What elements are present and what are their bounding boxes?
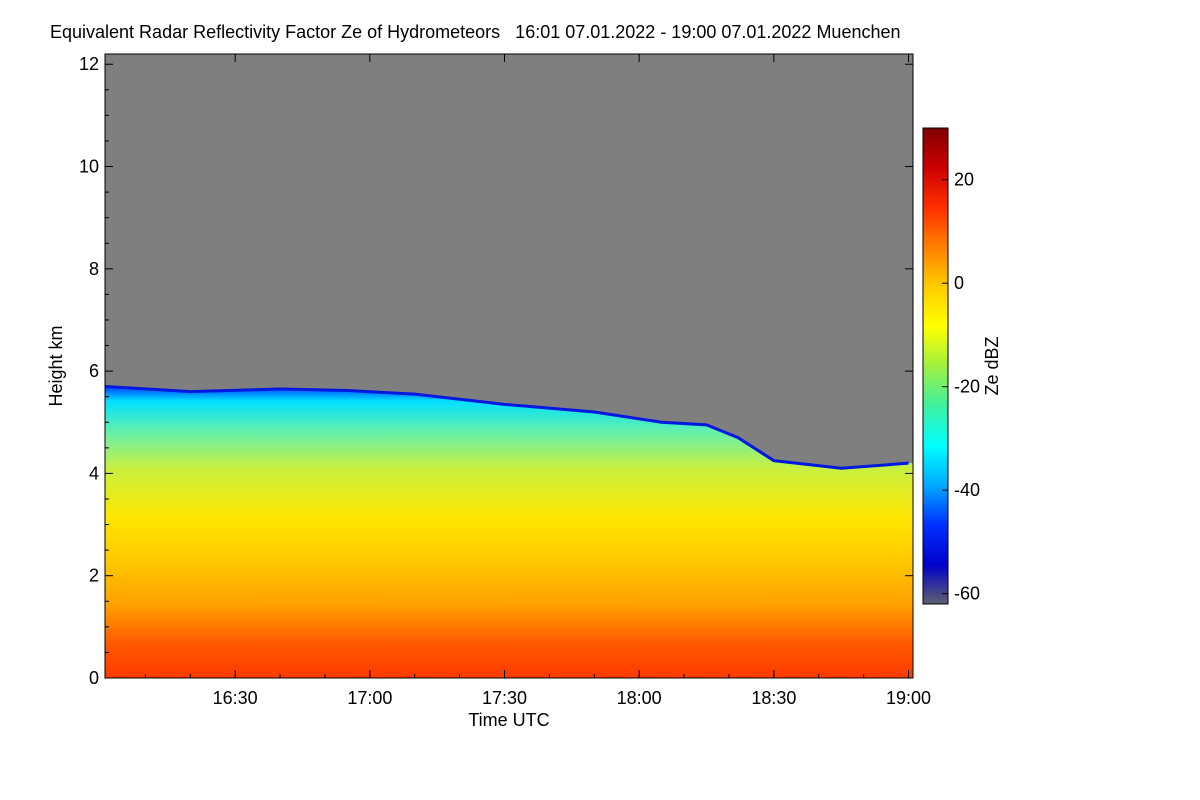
y-axis-label: Height km [46, 325, 66, 406]
y-axis: 0 2 4 6 8 10 12 [79, 54, 913, 688]
y-tick-label: 8 [89, 259, 99, 279]
colorbar-tick-label: -40 [954, 480, 980, 500]
colorbar-tick-label: 0 [954, 273, 964, 293]
x-tick-label: 19:00 [886, 688, 931, 708]
colorbar-tick-label: 20 [954, 170, 974, 190]
colorbar-tick-label: -60 [954, 584, 980, 604]
chart-title: Equivalent Radar Reflectivity Factor Ze … [50, 22, 901, 42]
colorbar-ticks: 20 0 -20 -40 -60 [942, 170, 980, 604]
x-tick-label: 17:30 [482, 688, 527, 708]
colorbar-tick-label: -20 [954, 377, 980, 397]
plot-frame [104, 53, 914, 679]
x-tick-label: 16:30 [213, 688, 258, 708]
y-tick-label: 12 [79, 54, 99, 74]
x-tick-label: 17:00 [347, 688, 392, 708]
y-tick-label: 4 [89, 463, 99, 483]
plot-area [104, 53, 914, 679]
y-tick-label: 6 [89, 361, 99, 381]
x-axis-label: Time UTC [468, 710, 549, 730]
y-tick-label: 10 [79, 157, 99, 177]
x-tick-label: 18:00 [617, 688, 662, 708]
echo-reflectivity-area [105, 386, 913, 678]
colorbar-scale [922, 127, 949, 605]
echo-top-edge [105, 384, 909, 470]
colorbar: 20 0 -20 -40 -60 Ze dBZ [922, 127, 1002, 605]
y-tick-label: 2 [89, 566, 99, 586]
colorbar-label: Ze dBZ [982, 336, 1002, 395]
x-axis: 16:30 17:00 17:30 18:00 18:30 19:00 [144, 54, 931, 708]
y-tick-label: 0 [89, 668, 99, 688]
x-tick-label: 18:30 [751, 688, 796, 708]
